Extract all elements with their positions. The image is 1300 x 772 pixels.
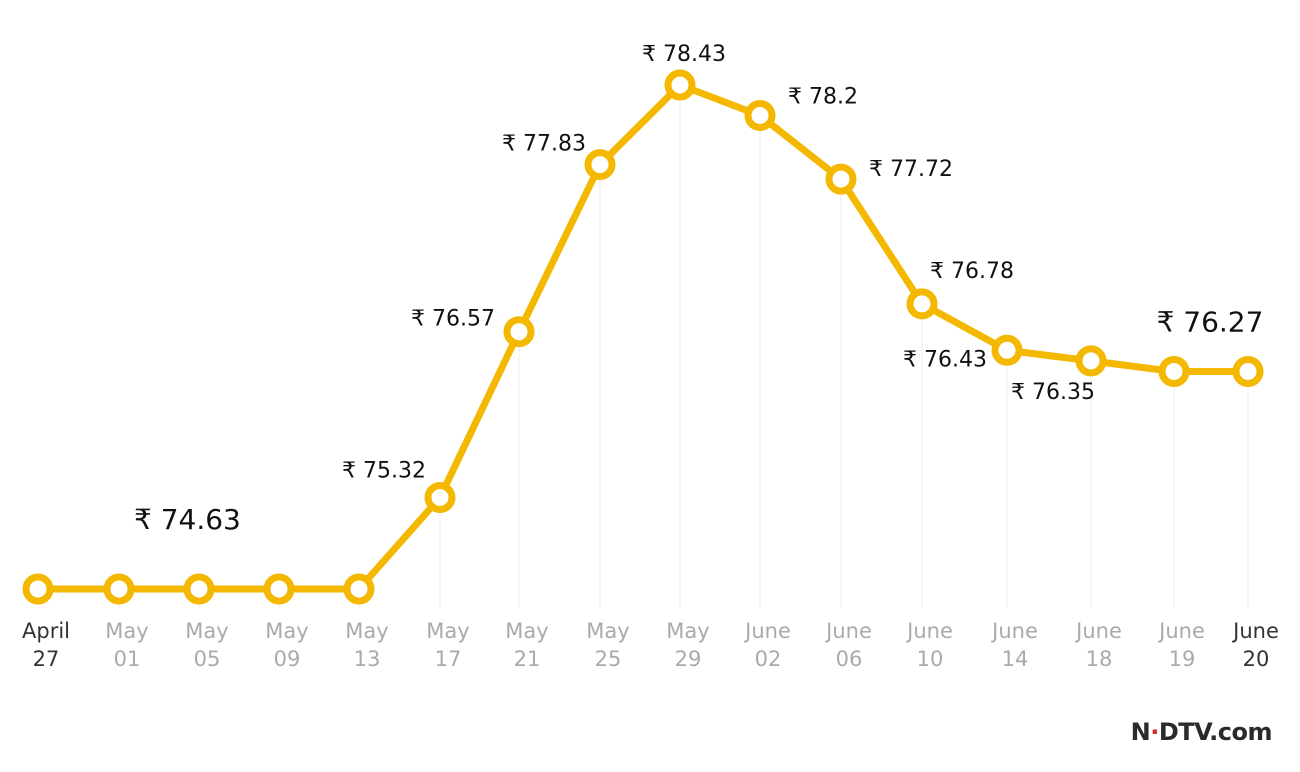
x-tick-label: June: [743, 619, 791, 643]
x-tick-label: June: [990, 619, 1038, 643]
data-point: [103, 573, 135, 605]
data-label: ₹ 76.43: [903, 347, 987, 372]
x-tick-label: May: [105, 619, 148, 643]
data-point: [183, 573, 215, 605]
data-point: [825, 163, 857, 195]
data-point: [343, 573, 375, 605]
brand-accent: ·: [1150, 718, 1159, 746]
data-point: [503, 316, 535, 348]
series-layer: [34, 81, 1252, 593]
x-tick-label: May: [586, 619, 629, 643]
x-tick-label: 05: [194, 647, 221, 671]
x-tick-label: May: [505, 619, 548, 643]
x-tick-label: 06: [836, 647, 863, 671]
data-point: [263, 573, 295, 605]
data-point: [22, 573, 54, 605]
data-point: [906, 288, 938, 320]
x-tick-label: 13: [354, 647, 381, 671]
x-tick-label: May: [345, 619, 388, 643]
data-label: ₹ 76.35: [1011, 380, 1095, 405]
data-label: ₹ 75.32: [342, 458, 426, 483]
x-tick-label: 01: [114, 647, 141, 671]
x-tick-label: May: [265, 619, 308, 643]
data-label: ₹ 74.63: [134, 503, 241, 536]
data-label: ₹ 77.72: [869, 157, 953, 182]
x-tick-label: 19: [1169, 647, 1196, 671]
data-point: [1075, 345, 1107, 377]
data-point: [1232, 355, 1264, 387]
data-point: [991, 334, 1023, 366]
x-tick-label: 02: [755, 647, 782, 671]
x-tick-label: 20: [1243, 647, 1270, 671]
x-tick-label: June: [1157, 619, 1205, 643]
x-tick-label: 17: [435, 647, 462, 671]
x-tick-label: June: [1074, 619, 1122, 643]
data-point: [1158, 355, 1190, 387]
brand-text-before: N: [1130, 718, 1151, 746]
ndtv-logo: N·DTV.com: [1130, 718, 1273, 746]
data-label-layer: ₹ 74.63 ₹ 75.32 ₹ 76.57 ₹ 77.83 ₹ 78.43 ₹ 78.…: [134, 42, 1263, 536]
x-tick-label: May: [185, 619, 228, 643]
x-tick-label: 29: [675, 647, 702, 671]
data-label: ₹ 76.78: [930, 259, 1014, 284]
data-point: [584, 149, 616, 181]
marker-layer: [22, 69, 1264, 605]
x-tick-label: June: [1231, 619, 1279, 643]
x-tick-label: June: [824, 619, 872, 643]
brand-text-after: DTV.com: [1158, 718, 1273, 746]
x-axis-ticks: April 27 May 01 May 05 May 09 May 13 May 17 May 21 May…: [22, 619, 1279, 671]
x-tick-label: April: [22, 619, 70, 643]
x-tick-label: May: [426, 619, 469, 643]
data-label: ₹ 77.83: [502, 132, 586, 157]
grid-layer: [37, 85, 1249, 608]
data-label: ₹ 76.57: [411, 307, 495, 332]
data-point: [664, 69, 696, 101]
x-tick-label: 10: [917, 647, 944, 671]
x-tick-label: 25: [595, 647, 622, 671]
data-point: [424, 481, 456, 513]
data-label: ₹ 78.2: [788, 85, 858, 110]
x-tick-label: 09: [274, 647, 301, 671]
x-tick-label: May: [666, 619, 709, 643]
series-line: [34, 81, 1252, 593]
x-tick-label: June: [905, 619, 953, 643]
x-tick-label: 21: [514, 647, 541, 671]
x-tick-label: 27: [33, 647, 60, 671]
data-point: [744, 100, 776, 132]
data-label: ₹ 76.27: [1157, 305, 1264, 338]
data-label: ₹ 78.43: [642, 42, 726, 67]
x-tick-label: 18: [1086, 647, 1113, 671]
x-tick-label: 14: [1002, 647, 1029, 671]
